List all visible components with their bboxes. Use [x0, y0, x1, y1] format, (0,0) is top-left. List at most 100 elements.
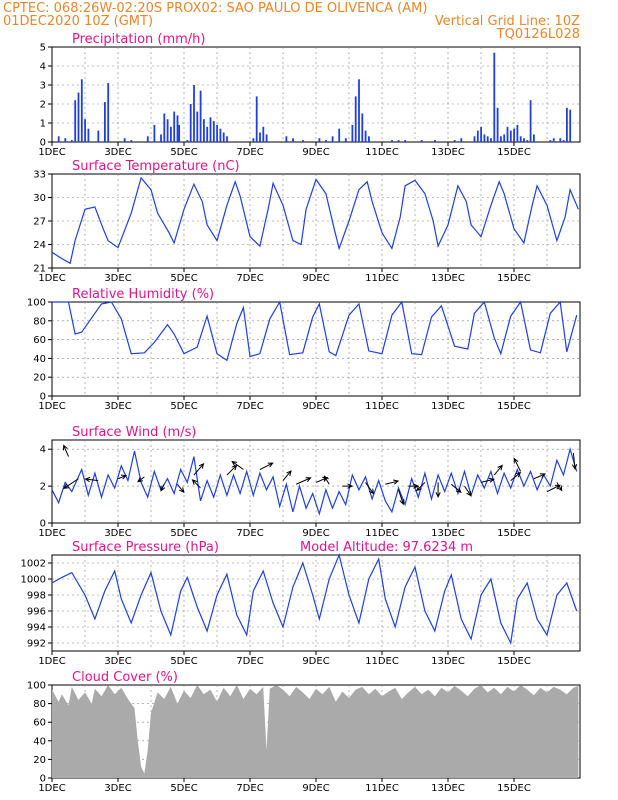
precipitation-bar — [255, 96, 258, 142]
humidity-panel: 0 20 40 60 80 100 1DEC 3DEC 5DEC 7DEC 9DEC 11DEC 13D… — [27, 287, 581, 412]
precipitation-bar — [173, 111, 176, 142]
x-tick-label: 3DEC — [104, 147, 131, 158]
series-line — [51, 553, 578, 645]
precipitation-bar — [480, 126, 482, 142]
wind-arrow — [84, 476, 99, 483]
x-tick-label: 9DEC — [302, 401, 329, 412]
precipitation-bar — [486, 136, 489, 142]
y-tick-label: 60 — [33, 718, 46, 729]
x-tick-label: 15DEC — [497, 783, 531, 794]
precipitation-bar — [292, 138, 294, 142]
precipitation-bar — [351, 124, 354, 142]
precipitation-bar — [262, 126, 265, 142]
precipitation-bar — [483, 134, 486, 142]
precipitation-bar — [130, 140, 133, 142]
precipitation-bar — [252, 138, 255, 142]
y-tick-label: 994 — [27, 623, 46, 634]
precipitation-bar — [107, 83, 110, 142]
x-tick-label: 3DEC — [104, 656, 131, 667]
x-tick-label: 5DEC — [170, 401, 197, 412]
y-tick-label: 0 — [40, 774, 46, 785]
precipitation-bar — [549, 140, 552, 142]
x-tick-label: 9DEC — [302, 147, 329, 158]
y-tick-label: 0 — [40, 519, 46, 530]
precipitation-bar — [178, 124, 181, 142]
precipitation-bar — [368, 136, 370, 142]
precipitation-bar — [325, 140, 327, 142]
x-tick-label: 15DEC — [497, 147, 531, 158]
precipitation-bar — [434, 140, 436, 142]
wind-arrow — [416, 482, 426, 492]
precipitation-bar — [397, 140, 400, 142]
wind-arrow — [342, 483, 354, 489]
x-tick-label: 7DEC — [236, 273, 263, 284]
x-tick-label: 11DEC — [365, 147, 399, 158]
temperature-panel: 21 24 27 30 33 1DEC 3DEC 5DEC 7DEC 9DEC 11DEC 13DEC… — [33, 159, 581, 284]
wind-arrow — [177, 483, 185, 494]
panel-title: Surface Temperature (nC) — [72, 159, 240, 174]
precipitation-bar — [209, 117, 212, 142]
wind-arrow — [63, 478, 79, 489]
precipitation-bar — [513, 128, 515, 142]
wind-arrow — [365, 482, 375, 495]
precipitation-bar — [526, 140, 529, 142]
precipitation-bar — [420, 140, 423, 142]
precipitation-bar — [453, 140, 456, 142]
precipitation-bar — [186, 140, 189, 142]
y-tick-label: 3 — [40, 81, 46, 92]
wind-arrow — [533, 473, 547, 480]
precipitation-bar — [493, 52, 496, 143]
x-tick-label: 9DEC — [302, 656, 329, 667]
x-tick-label: 7DEC — [236, 656, 263, 667]
precipitation-bar — [338, 128, 341, 142]
precipitation-bar — [496, 107, 499, 142]
precipitation-bar — [87, 128, 90, 142]
precipitation-bar — [509, 130, 512, 142]
header-line1: CPTEC: 068:26W-02:20S PROX02: SAO PAULO … — [3, 1, 427, 16]
precipitation-bar — [391, 140, 393, 142]
precipitation-bar — [212, 121, 215, 142]
y-tick-label: 4 — [40, 445, 46, 456]
precipitation-bar — [331, 136, 334, 142]
wind-arrow — [160, 484, 166, 492]
precipitation-bar — [318, 138, 321, 142]
precipitation-bar — [552, 138, 555, 142]
wind-arrow — [259, 462, 274, 470]
x-tick-label: 9DEC — [302, 273, 329, 284]
precipitation-bar — [361, 113, 364, 142]
wind-arrow — [480, 477, 495, 483]
x-tick-label: 13DEC — [431, 528, 465, 539]
cloud-cover-area — [52, 685, 579, 778]
x-tick-label: 13DEC — [431, 273, 465, 284]
x-tick-label: 9DEC — [302, 783, 329, 794]
y-tick-label: 33 — [33, 170, 46, 181]
panel-title: Surface Wind (m/s) — [72, 425, 196, 440]
y-tick-label: 40 — [33, 736, 46, 747]
y-tick-label: 2 — [40, 100, 46, 111]
wind-arrow — [464, 485, 472, 497]
y-tick-label: 1002 — [21, 559, 46, 570]
precipitation-bar — [74, 100, 77, 142]
cloud-cover-panel: 0 20 40 60 80 100 1DEC 3DEC 5DEC 7DEC 9DEC 11DEC 13D… — [27, 670, 581, 794]
x-tick-label: 13DEC — [431, 656, 465, 667]
wind-arrow — [450, 483, 462, 494]
y-tick-label: 80 — [33, 699, 46, 710]
x-tick-label: 7DEC — [236, 528, 263, 539]
precipitation-bar — [222, 132, 225, 142]
wind-arrow — [571, 452, 578, 471]
x-tick-label: 13DEC — [431, 783, 465, 794]
x-tick-label: 9DEC — [302, 528, 329, 539]
wind-arrow — [137, 476, 145, 483]
x-tick-label: 15DEC — [497, 273, 531, 284]
precipitation-bar — [500, 136, 502, 142]
precipitation-bar — [104, 102, 106, 142]
header-grid-line: Vertical Grid Line: 10Z — [435, 14, 580, 29]
precipitation-panel: 0 1 2 3 4 5 1DEC 3DEC 5DEC 7DEC 9DEC 11DEC 13DEC 15DE… — [38, 32, 581, 158]
y-tick-label: 24 — [33, 240, 46, 251]
precipitation-bar — [226, 136, 228, 142]
precipitation-bar — [166, 119, 169, 142]
precipitation-bar — [569, 109, 572, 142]
precipitation-bar — [206, 126, 209, 142]
y-tick-label: 100 — [27, 681, 46, 692]
wind-arrow — [435, 482, 441, 498]
